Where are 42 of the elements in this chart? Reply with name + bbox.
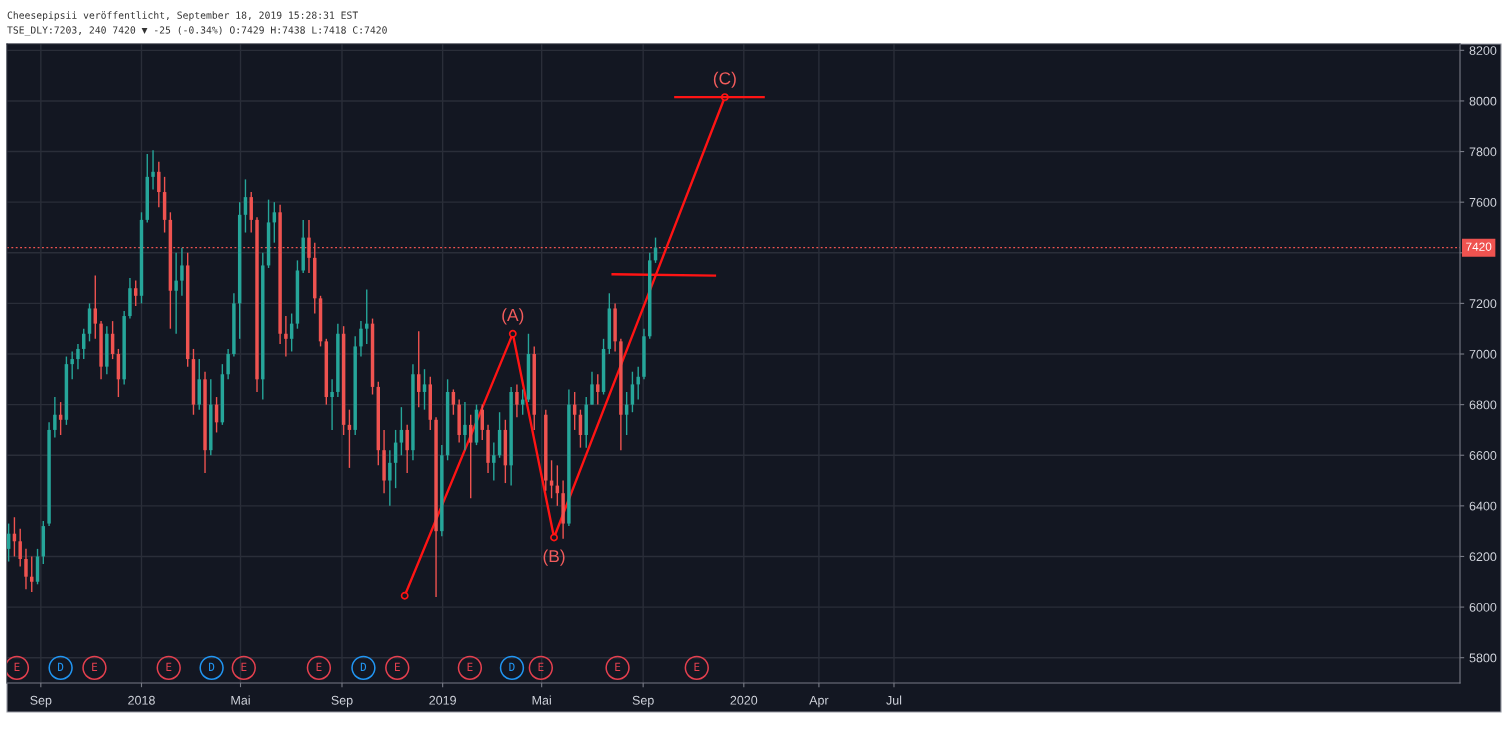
x-tick-label: Sep — [30, 695, 52, 708]
y-tick-label: 8200 — [1469, 46, 1497, 55]
x-tick-label: 2018 — [128, 695, 155, 705]
y-tick-label: 6400 — [1469, 501, 1497, 511]
y-tick-label: 5800 — [1469, 653, 1497, 663]
annotation: E — [166, 662, 172, 671]
annotation: E — [14, 662, 20, 671]
x-tick-label: Mai — [231, 695, 250, 705]
y-tick-label: 6600 — [1469, 451, 1497, 460]
chart-title: Cheesepipsii veröffentlicht, September 18, 2019 15:28:31 EST — [7, 11, 358, 21]
annotation: E — [241, 662, 247, 671]
annotation: E — [694, 662, 700, 671]
chart-subtitle: TSE_DLY:7203, 240 7420 ▼ -25 (-0.34%) O:7429 H:7438 L:7418 C:7420 — [7, 26, 387, 36]
y-tick-label: 7800 — [1469, 147, 1497, 157]
y-tick-label: 7200 — [1469, 299, 1497, 309]
x-tick-label: Sep — [331, 695, 353, 708]
y-tick-label: 6000 — [1469, 602, 1497, 612]
x-tick-label: Apr — [809, 695, 829, 708]
annotation: E — [92, 662, 98, 671]
annotation: E — [316, 662, 322, 671]
y-tick-label: 6200 — [1469, 552, 1497, 562]
annotation: (C) — [713, 71, 736, 88]
x-tick-label: 2020 — [730, 695, 758, 705]
annotation: D — [509, 662, 515, 671]
annotation: E — [467, 662, 473, 671]
x-tick-label: 2019 — [429, 695, 456, 705]
annotation: (A) — [502, 308, 524, 325]
annotation: E — [395, 662, 400, 671]
x-tick-label: Sep — [632, 695, 654, 708]
annotation: D — [360, 662, 367, 671]
x-tick-label: Mai — [532, 695, 551, 705]
y-tick-label: 7000 — [1469, 349, 1497, 359]
annotation: (B) — [543, 549, 565, 566]
annotation: E — [615, 662, 621, 671]
y-tick-label: 7600 — [1469, 197, 1497, 207]
ref-line-label: 7420 — [1466, 242, 1492, 251]
y-tick-label: 6800 — [1469, 400, 1497, 410]
y-tick-label: 8000 — [1469, 96, 1497, 106]
annotation: D — [58, 662, 64, 671]
x-tick-label: Jul — [886, 695, 902, 705]
annotation: E — [538, 662, 544, 671]
annotation: D — [209, 662, 215, 671]
